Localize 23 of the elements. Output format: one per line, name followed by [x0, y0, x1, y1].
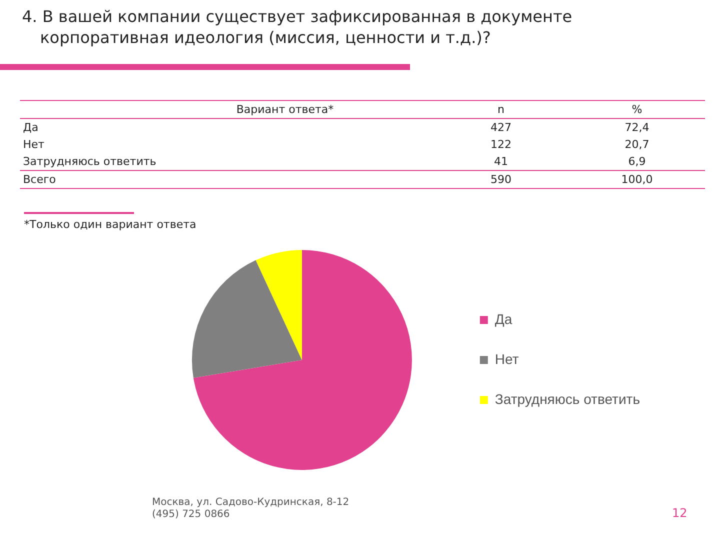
text: 6,9 — [627, 154, 647, 170]
category-label: Нет — [23, 138, 44, 151]
text: 590 — [490, 173, 512, 186]
chart-title: 4. В вашей компании существует зафиксированная в документе корпоративная идеология (миссия, ценности и т.д.)? — [22, 6, 574, 48]
legend-label: Да — [494, 310, 512, 327]
category-label: Да — [23, 121, 38, 134]
text: % — [569, 100, 705, 118]
text: 20,7 — [624, 137, 650, 153]
text: Всего — [20, 170, 433, 188]
text: 41 — [493, 154, 509, 170]
text: 72,4 — [624, 120, 650, 136]
legend-label: Нет — [494, 350, 520, 367]
text: n — [433, 100, 569, 118]
text: 427 — [490, 120, 512, 136]
text: 12 — [672, 506, 688, 520]
text: Вариант ответа* — [20, 100, 433, 118]
text: 122 — [490, 137, 512, 153]
category-label: Затрудняюсь ответить — [23, 155, 156, 168]
text: (495) 725 0866 — [152, 509, 231, 521]
text: 100,0 — [621, 173, 653, 186]
text: *Только один вариант ответа — [24, 218, 196, 231]
text: Москва, ул. Садово-Кудринская, 8-12 — [152, 497, 350, 509]
legend-label: Затрудняюсь ответить — [494, 390, 640, 407]
